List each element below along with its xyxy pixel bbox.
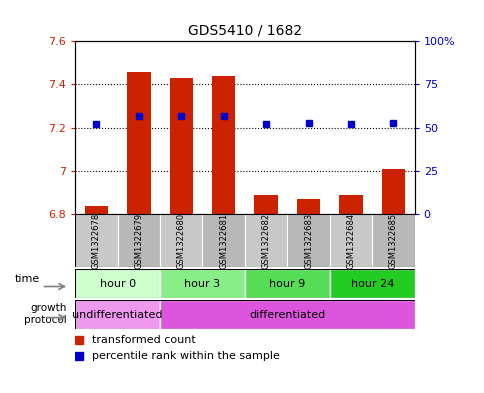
Bar <box>339 195 362 214</box>
Text: GSM1322679: GSM1322679 <box>134 213 143 269</box>
Text: GSM1322681: GSM1322681 <box>219 213 228 269</box>
Text: transformed count: transformed count <box>92 335 196 345</box>
Bar <box>160 300 414 329</box>
Text: differentiated: differentiated <box>249 310 325 320</box>
Title: GDS5410 / 1682: GDS5410 / 1682 <box>187 23 302 37</box>
Text: time: time <box>15 274 40 284</box>
Text: GSM1322680: GSM1322680 <box>176 213 185 269</box>
Bar <box>75 269 160 298</box>
Text: GSM1322684: GSM1322684 <box>346 213 355 269</box>
Text: hour 9: hour 9 <box>269 279 305 288</box>
Text: protocol: protocol <box>24 315 67 325</box>
Text: hour 24: hour 24 <box>350 279 393 288</box>
Bar <box>287 214 329 267</box>
Bar <box>381 169 404 214</box>
Bar <box>244 269 329 298</box>
Text: GSM1322678: GSM1322678 <box>91 213 101 269</box>
Bar <box>329 269 414 298</box>
Bar <box>202 214 244 267</box>
Bar <box>160 214 202 267</box>
Bar <box>85 206 108 214</box>
Bar <box>329 214 372 267</box>
Text: percentile rank within the sample: percentile rank within the sample <box>92 351 279 361</box>
Text: GSM1322682: GSM1322682 <box>261 213 270 269</box>
Bar <box>169 78 193 214</box>
Bar <box>244 214 287 267</box>
Bar <box>117 214 160 267</box>
Bar <box>75 300 160 329</box>
Bar <box>372 214 414 267</box>
Bar <box>254 195 277 214</box>
Bar <box>212 76 235 214</box>
Text: undifferentiated: undifferentiated <box>72 310 163 320</box>
Text: hour 0: hour 0 <box>99 279 136 288</box>
Text: hour 3: hour 3 <box>184 279 220 288</box>
Text: GSM1322683: GSM1322683 <box>303 213 313 269</box>
Bar <box>75 214 117 267</box>
Bar <box>160 269 244 298</box>
Bar <box>296 199 319 214</box>
Text: GSM1322685: GSM1322685 <box>388 213 397 269</box>
Text: growth: growth <box>30 303 67 313</box>
Bar <box>127 72 150 214</box>
